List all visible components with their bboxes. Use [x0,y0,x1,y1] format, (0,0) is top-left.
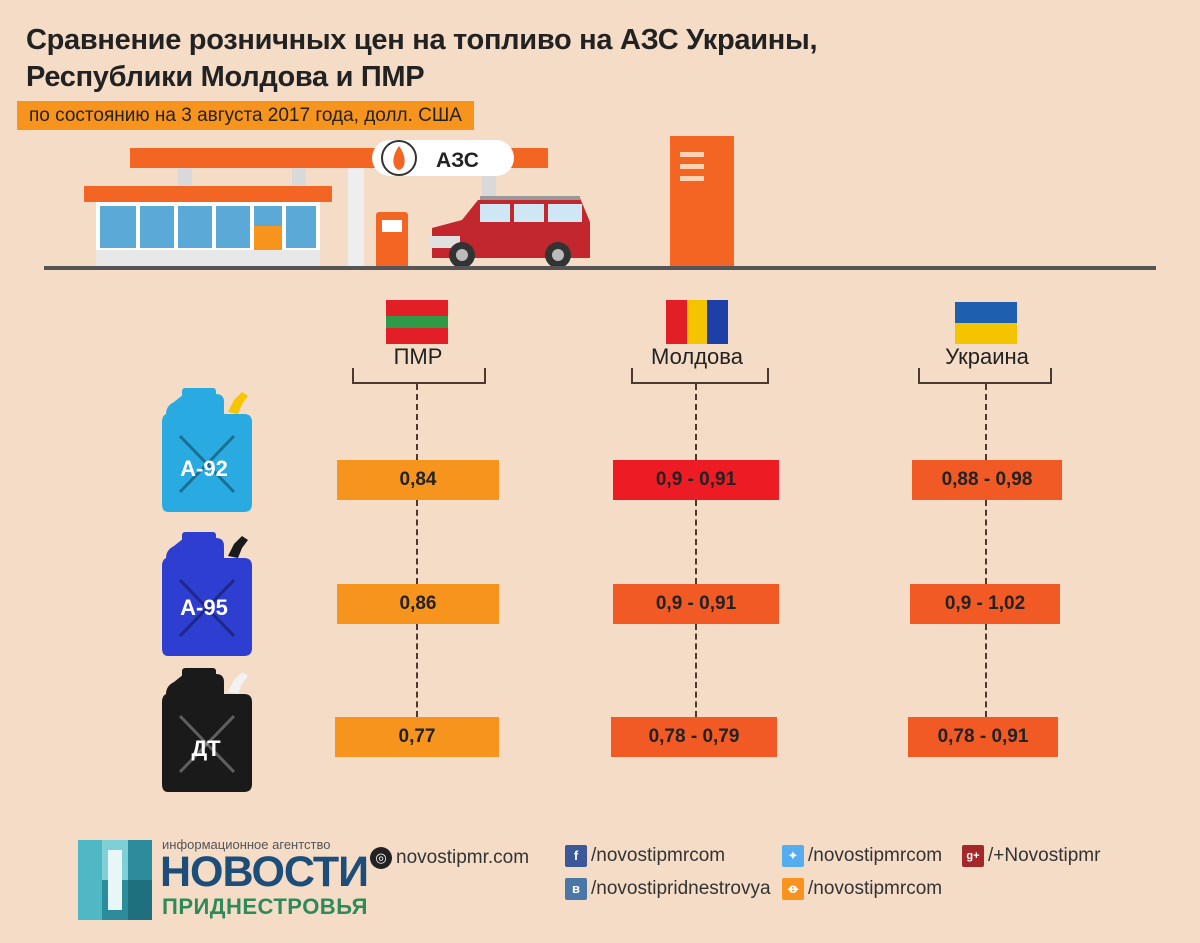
vk-icon: в [565,877,587,900]
link-googleplus-text: /+Novostipmr [988,845,1101,866]
link-googleplus[interactable]: g+/+Novostipmr [962,843,1100,869]
bracket-moldova [631,368,769,384]
title-line-2: Республики Молдова и ПМР [26,61,425,93]
price-a92-moldova: 0,9 - 0,91 [613,460,779,500]
price-a95-pmr: 0,86 [337,584,499,624]
store-building [84,186,332,268]
bracket-ukraine [918,368,1052,384]
agency-logo-icon [78,840,152,920]
country-name-pmr: ПМР [393,344,443,369]
price-dt-pmr: 0,77 [335,717,499,757]
connector-line [695,624,697,717]
link-facebook[interactable]: f/novostipmrcom [565,843,725,869]
connector-line [985,500,987,584]
agency-subname: ПРИДНЕСТРОВЬЯ [162,894,368,919]
connector-line [416,624,418,717]
country-name-moldova: Молдова [651,344,743,369]
googleplus-icon: g+ [962,844,984,867]
link-vk[interactable]: в/novostipridnestrovya [565,876,771,902]
price-a92-pmr: 0,84 [337,460,499,500]
connector-line [416,384,418,460]
fuel-label-dt: ДТ [191,736,221,761]
link-vk-text: /novostipridnestrovya [591,878,771,899]
connector-line [985,384,987,460]
car-illustration [430,196,590,268]
connector-line [985,624,987,717]
link-odnoklassniki[interactable]: ꝋ/novostipmrcom [782,876,942,902]
link-odnoklassniki-text: /novostipmrcom [808,878,943,899]
link-twitter-text: /novostipmrcom [808,845,943,866]
fuel-label-a95: А-95 [180,595,228,620]
flag-pmr-icon [386,300,448,344]
fuel-pump [376,212,408,268]
price-a92-ukraine: 0,88 - 0,98 [912,460,1062,500]
subtitle-badge: по состоянию на 3 августа 2017 года, дол… [17,101,474,130]
link-site-text: novostipmr.com [396,847,530,868]
canister-dt-icon [162,668,252,792]
link-site[interactable]: ◎ novostipmr.com [370,845,529,871]
agency-name: НОВОСТИ [160,848,369,896]
fire-icon [393,146,405,170]
connector-line [416,500,418,584]
ground-line [44,266,1156,270]
globe-icon: ◎ [370,846,392,869]
connector-line [695,500,697,584]
station-sign-text: АЗС [436,149,479,172]
agency-tagline: информационное агентство [162,837,331,852]
price-dt-moldova: 0,78 - 0,79 [611,717,777,757]
link-facebook-text: /novostipmrcom [591,845,726,866]
facebook-icon: f [565,844,587,867]
flag-moldova-icon [666,300,728,344]
fuel-label-a92: А-92 [180,456,228,481]
station-sign: АЗС [372,140,514,176]
page-title: Сравнение розничных цен на топливо на АЗ… [26,22,818,96]
canister-a95-icon [162,532,252,656]
title-line-1: Сравнение розничных цен на топливо на АЗ… [26,24,818,56]
flag-ukraine-icon [955,302,1017,344]
link-twitter[interactable]: ✦/novostipmrcom [782,843,942,869]
canister-a92-icon [162,388,252,512]
price-a95-moldova: 0,9 - 0,91 [613,584,779,624]
price-dt-ukraine: 0,78 - 0,91 [908,717,1058,757]
connector-line [695,384,697,460]
bracket-pmr [352,368,486,384]
odnoklassniki-icon: ꝋ [782,877,804,900]
gas-station-illustration: АЗС [44,136,1156,270]
price-pylon [670,136,734,268]
country-name-ukraine: Украина [945,344,1029,369]
twitter-icon: ✦ [782,844,804,867]
price-a95-ukraine: 0,9 - 1,02 [910,584,1060,624]
